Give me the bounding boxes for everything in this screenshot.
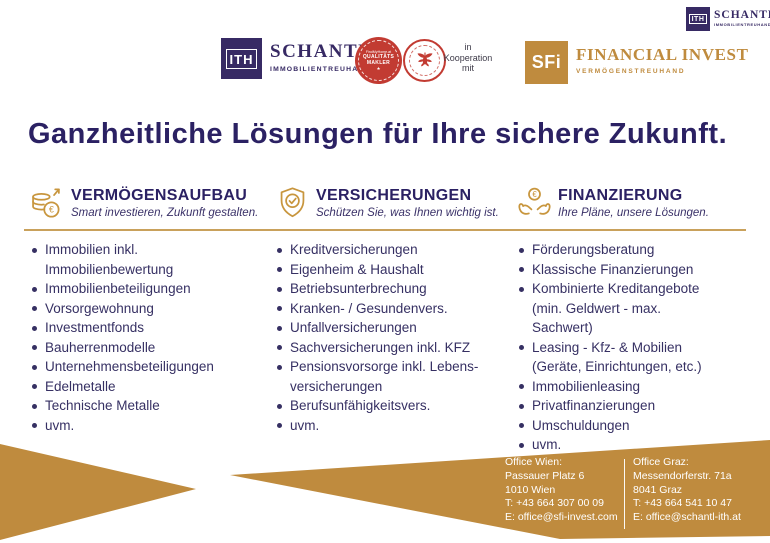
sfi-logo-icon: SFi xyxy=(525,41,568,84)
list-item: Technische Metalle xyxy=(30,396,245,416)
office-line: T: +43 664 541 10 47 xyxy=(633,497,732,510)
ith-brand-text: SCHANTL IMMOBILIENTREUHAND xyxy=(270,41,372,73)
list-item: uvm. xyxy=(30,416,245,436)
column-finanzierung: € FINANZIERUNG Ihre Pläne, unsere Lösung… xyxy=(517,185,746,455)
cooperation-line: Kooperation xyxy=(443,52,493,63)
svg-text:€: € xyxy=(49,205,54,215)
office-line: 8041 Graz xyxy=(633,483,683,496)
list-item: Klassische Finanzierungen xyxy=(517,260,716,280)
list-item: Bauherrenmodelle xyxy=(30,338,245,358)
service-columns: € VERMÖGENSAUFBAU Smart investieren, Zuk… xyxy=(30,185,746,455)
cooperation-line: mit xyxy=(462,63,474,73)
office-line: E: office@sfi-invest.com xyxy=(505,511,618,524)
versicherungen-list: Kreditversicherungen Eigenheim & Haushalt… xyxy=(275,240,502,435)
sfi-brand-name: FINANCIAL INVEST xyxy=(576,45,749,64)
quality-seal-badge: FindMyHome.at QUALITÄTS MAKLER ★ xyxy=(355,37,402,84)
office-line: Office Graz: xyxy=(633,456,689,468)
office-line: Office Wien: xyxy=(505,456,562,468)
column-header-text: VERSICHERUNGEN Schützen Sie, was Ihnen w… xyxy=(316,185,499,219)
ith-mark: ITH xyxy=(688,14,708,24)
column-title: FINANZIERUNG xyxy=(558,187,683,204)
column-title: VERSICHERUNGEN xyxy=(316,187,472,204)
list-item: Leasing - Kfz- & Mobilien (Geräte, Einri… xyxy=(517,338,716,377)
sfi-mark: SFi xyxy=(531,52,562,72)
column-header-text: FINANZIERUNG Ihre Pläne, unsere Lösungen… xyxy=(558,185,709,219)
finanzierung-list: Förderungsberatung Klassische Finanzierun… xyxy=(517,240,716,455)
office-divider xyxy=(624,459,625,529)
office-line: 1010 Wien xyxy=(505,483,556,496)
list-item: Eigenheim & Haushalt xyxy=(275,260,502,280)
list-item: uvm. xyxy=(517,435,716,455)
svg-text:€: € xyxy=(532,190,537,199)
office-line: T: +43 664 307 00 09 xyxy=(505,497,604,510)
column-subtitle: Smart investieren, Zukunft gestalten. xyxy=(71,207,259,219)
sfi-brand-text: FINANCIAL INVEST VERMÖGENSTREUHAND xyxy=(576,45,749,75)
ith-brand-name: SCHANTL xyxy=(270,41,373,62)
seal-line: MAKLER xyxy=(366,60,391,66)
list-item: Pensionsvorsorge inkl. Lebens-versicheru… xyxy=(275,357,502,396)
page-title: Ganzheitliche Lösungen für Ihre sichere … xyxy=(28,118,728,150)
ith-brand-subname: IMMOBILIENTREUHAND xyxy=(270,66,371,73)
ith-logo-icon: ITH xyxy=(221,38,262,79)
cooperation-label: in Kooperation mit xyxy=(440,42,496,74)
office-wien-block: Office Wien: Passauer Platz 6 1010 Wien T: … xyxy=(505,456,618,525)
office-graz-block: Office Graz: Messendorferstr. 71a 8041 Gra… xyxy=(633,456,741,525)
coins-growth-icon: € xyxy=(32,188,60,218)
list-item: Sachversicherungen inkl. KFZ xyxy=(275,338,502,358)
column-header-text: VERMÖGENSAUFBAU Smart investieren, Zukun… xyxy=(71,185,258,219)
gold-divider-line xyxy=(24,229,746,231)
corner-brand-subname: IMMOBILIENTREUHAND xyxy=(714,22,770,27)
list-item: Immobilien inkl. Immobilienbewertung xyxy=(30,240,245,279)
column-subtitle: Ihre Pläne, unsere Lösungen. xyxy=(558,207,709,219)
office-line: Passauer Platz 6 xyxy=(505,469,585,482)
ith-mark: ITH xyxy=(225,48,258,69)
header: ITH SCHANTL IMMOBILIENTREUHAND FindMyHom… xyxy=(0,0,770,100)
list-item: Vorsorgewohnung xyxy=(30,299,245,319)
seal-line: FindMyHome.at xyxy=(365,50,392,54)
column-vermoegensaufbau: € VERMÖGENSAUFBAU Smart investieren, Zuk… xyxy=(30,185,275,455)
list-item: Unternehmensbeteiligungen xyxy=(30,357,245,377)
list-item: Edelmetalle xyxy=(30,377,245,397)
column-header: € VERMÖGENSAUFBAU Smart investieren, Zuk… xyxy=(30,185,275,220)
hands-coin-icon: € xyxy=(518,187,551,215)
list-item: Immobilienleasing xyxy=(517,377,716,397)
column-header: VERSICHERUNGEN Schützen Sie, was Ihnen w… xyxy=(275,185,517,220)
list-item: Berufsunfähigkeitsvers. xyxy=(275,396,502,416)
cooperation-line: in xyxy=(464,42,472,52)
eagle-icon xyxy=(417,51,432,66)
list-item: Unfallversicherungen xyxy=(275,318,502,338)
office-line: E: office@schantl-ith.at xyxy=(633,511,741,524)
austrian-eagle-seal xyxy=(403,39,446,82)
list-item: uvm. xyxy=(275,416,502,436)
list-item: Förderungsberatung xyxy=(517,240,716,260)
list-item: Privatfinanzierungen xyxy=(517,396,716,416)
shield-check-icon xyxy=(280,187,305,218)
office-line: Messendorferstr. 71a xyxy=(633,469,732,482)
corner-brand-name: SCHANTL xyxy=(714,9,770,21)
list-item: Immobilienbeteiligungen xyxy=(30,279,245,299)
list-item: Investmentfonds xyxy=(30,318,245,338)
column-subtitle: Schützen Sie, was Ihnen wichtig ist. xyxy=(316,207,499,219)
vermoegensaufbau-list: Immobilien inkl. Immobilienbewertung Immo… xyxy=(30,240,245,435)
list-item: Kranken- / Gesundenvers. xyxy=(275,299,502,319)
list-item: Kombinierte Kreditangebote (min. Geldwer… xyxy=(517,279,716,338)
list-item: Kreditversicherungen xyxy=(275,240,502,260)
list-item: Umschuldungen xyxy=(517,416,716,436)
corner-brand-logo: ITH SCHANTL IMMOBILIENTREUHAND xyxy=(686,7,770,31)
sfi-brand-subname: VERMÖGENSTREUHAND xyxy=(576,68,686,75)
seal-star: ★ xyxy=(376,66,381,71)
corner-brand-text: SCHANTL IMMOBILIENTREUHAND xyxy=(714,7,770,27)
column-versicherungen: VERSICHERUNGEN Schützen Sie, was Ihnen w… xyxy=(275,185,517,455)
seal-line: QUALITÄTS xyxy=(362,54,395,60)
list-item: Betriebsunterbrechung xyxy=(275,279,502,299)
column-title: VERMÖGENSAUFBAU xyxy=(71,187,248,204)
ith-logo-icon: ITH xyxy=(686,7,710,31)
footer-left-triangle xyxy=(0,444,196,540)
column-header: € FINANZIERUNG Ihre Pläne, unsere Lösung… xyxy=(517,185,746,220)
